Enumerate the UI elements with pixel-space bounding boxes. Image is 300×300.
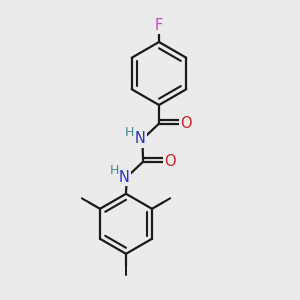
- Text: F: F: [155, 18, 163, 33]
- Text: N: N: [135, 131, 146, 146]
- Text: O: O: [164, 154, 176, 169]
- Text: H: H: [109, 164, 119, 177]
- Text: O: O: [180, 116, 192, 131]
- Text: H: H: [125, 126, 135, 139]
- Text: N: N: [119, 169, 130, 184]
